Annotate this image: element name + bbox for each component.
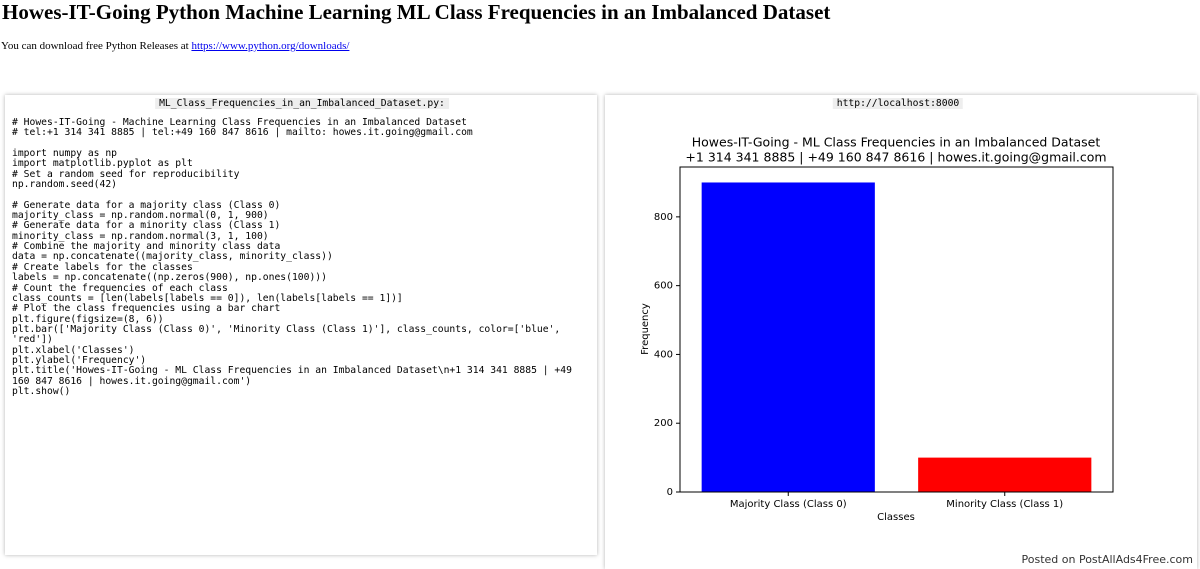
code: # Howes-IT-Going - Machine Learning Clas… xyxy=(12,117,572,408)
url: http://localhost:8000 xyxy=(832,98,964,109)
code-line: plt.figure(figsize=(8, 6)) xyxy=(12,313,164,325)
y-tick-label: 400 xyxy=(654,349,673,360)
y-axis-label: Frequency xyxy=(640,303,651,355)
code-line: # Plot the class frequencies using a bar… xyxy=(12,303,281,315)
chart: Howes-IT-Going - ML Class Frequencies in… xyxy=(640,135,1114,523)
chart-subtitle: +1 314 341 8885 | +49 160 847 8616 | how… xyxy=(685,150,1106,165)
code-line: import matplotlib.pyplot as plt xyxy=(12,158,193,170)
code-block: # Generate data for a majority class (Cl… xyxy=(12,199,572,398)
watermark: Posted on PostAllAds4Free.com xyxy=(1017,551,1197,568)
y-tick-label: 600 xyxy=(654,281,673,292)
x-tick-label: Majority Class (Class 0) xyxy=(730,499,847,510)
page-title: Howes-IT-Going Python Machine Learning M… xyxy=(2,0,831,24)
code-line: import numpy as np xyxy=(12,148,117,160)
code-line: minority_class = np.random.normal(3, 1, … xyxy=(12,230,269,242)
code-line: plt.ylabel('Frequency') xyxy=(12,354,147,366)
code-block: import numpy as np import matplotlib.pypl… xyxy=(12,148,572,191)
y-tick-label: 0 xyxy=(667,487,673,498)
code-line: np.random.seed(42) xyxy=(12,179,117,191)
code-line: # Generate data for a minority class (Cl… xyxy=(12,220,281,232)
note-text: You can download free Python Releases at xyxy=(1,40,189,52)
plot-frame xyxy=(679,166,1114,493)
filename: ML_Class_Frequencies_in_an_Imbalanced_Da… xyxy=(155,98,449,109)
download-link[interactable]: https://www.python.org/downloads/ xyxy=(191,40,350,52)
code-line: 160 847 8616 | howes.it.going@gmail.com'… xyxy=(12,375,252,387)
code-line: plt.show() xyxy=(12,385,71,397)
code-panel: ML_Class_Frequencies_in_an_Imbalanced_Da… xyxy=(5,95,597,555)
code-line: # Combine the majority and minority clas… xyxy=(12,241,281,253)
code-line: # Count the frequencies of each class xyxy=(12,282,228,294)
x-tick-label: Minority Class (Class 1) xyxy=(946,499,1063,510)
code-line: # Create labels for the classes xyxy=(12,261,193,273)
code-line: plt.title('Howes-IT-Going - ML Class Fre… xyxy=(12,365,572,377)
code-line: plt.bar(['Majority Class (Class 0)', 'Mi… xyxy=(12,323,561,335)
code-line: # Howes-IT-Going - Machine Learning Clas… xyxy=(12,117,467,128)
code-block: # Howes-IT-Going - Machine Learning Clas… xyxy=(12,117,572,139)
bar xyxy=(918,457,1092,492)
code-line: data = np.concatenate((majority_class, m… xyxy=(12,251,333,263)
y-tick-label: 800 xyxy=(654,212,673,223)
code-line: # Generate data for a majority class (Cl… xyxy=(12,199,281,211)
code-line: plt.xlabel('Classes') xyxy=(12,344,135,356)
code-line: majority_class = np.random.normal(0, 1, … xyxy=(12,210,269,222)
y-tick-label: 200 xyxy=(654,418,673,429)
download-note: You can download free Python Releases at… xyxy=(1,40,349,52)
code-line: # tel:+1 314 341 8885 | tel:+49 160 847 … xyxy=(12,127,473,139)
x-axis-label: Classes xyxy=(877,512,915,523)
output-panel: http://localhost:8000 Howes-IT-Going - M… xyxy=(605,95,1197,569)
code-line: labels = np.concatenate((np.zeros(900), … xyxy=(12,272,327,284)
bar xyxy=(701,182,875,492)
chart-title: Howes-IT-Going - ML Class Frequencies in… xyxy=(692,135,1101,150)
code-line: # Set a random seed for reproducibility xyxy=(12,168,240,180)
code-line: 'red']) xyxy=(12,334,53,346)
code-line: class_counts = [len(labels[labels == 0])… xyxy=(12,292,403,304)
